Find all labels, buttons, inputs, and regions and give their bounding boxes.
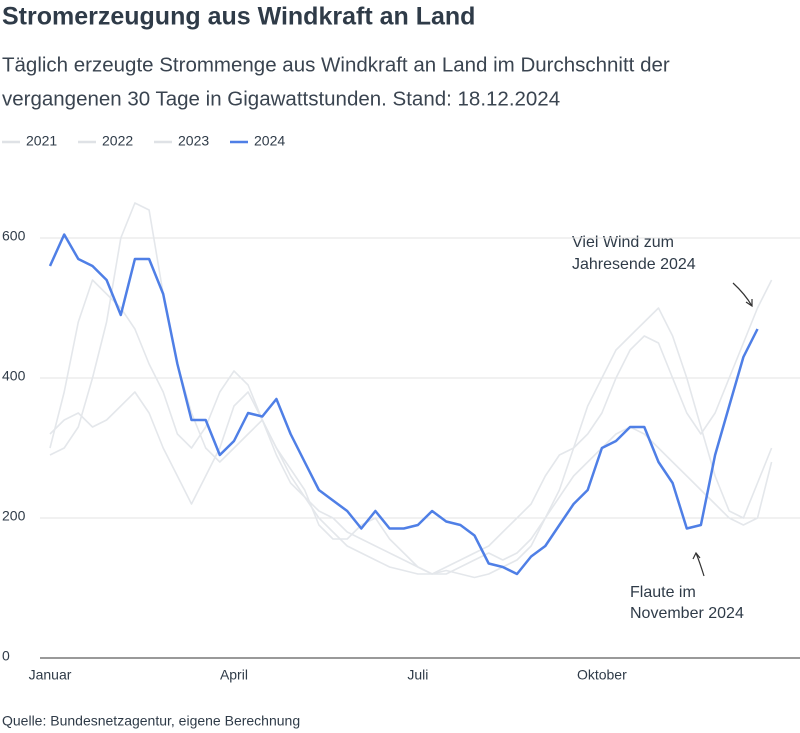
series-line bbox=[49, 279, 773, 575]
source: Quelle: Bundesnetzagentur, eigene Berech… bbox=[2, 713, 300, 729]
annotation-arrow bbox=[732, 282, 753, 308]
y-tick-label: 200 bbox=[2, 508, 26, 524]
legend: 2021 2022 2023 2024 bbox=[2, 133, 285, 149]
x-tick-label: Januar bbox=[29, 667, 72, 683]
series-line bbox=[49, 307, 773, 579]
series-line bbox=[48, 233, 759, 576]
y-tick-label: 400 bbox=[2, 368, 26, 384]
chart-subtitle: Täglich erzeugte Strommenge aus Windkraf… bbox=[2, 53, 670, 76]
x-tick-label: Juli bbox=[407, 667, 428, 683]
y-tick-label: 600 bbox=[2, 228, 26, 244]
legend-label: 2023 bbox=[178, 133, 209, 149]
annotation: Flaute im bbox=[630, 584, 696, 601]
legend-label: 2022 bbox=[102, 133, 133, 149]
chart-subtitle: vergangenen 30 Tage in Gigawattstunden. … bbox=[2, 87, 560, 110]
annotation: Jahresende 2024 bbox=[572, 256, 696, 273]
annotation-arrow bbox=[692, 551, 705, 577]
chart-title: Stromerzeugung aus Windkraft an Land bbox=[2, 3, 475, 31]
legend-label: 2024 bbox=[254, 133, 285, 149]
annotation: Viel Wind zum bbox=[572, 234, 674, 251]
legend-label: 2021 bbox=[26, 133, 57, 149]
x-tick-label: Oktober bbox=[577, 667, 627, 683]
y-tick-label: 0 bbox=[2, 648, 10, 664]
annotation: November 2024 bbox=[630, 605, 744, 622]
x-tick-label: April bbox=[220, 667, 248, 683]
